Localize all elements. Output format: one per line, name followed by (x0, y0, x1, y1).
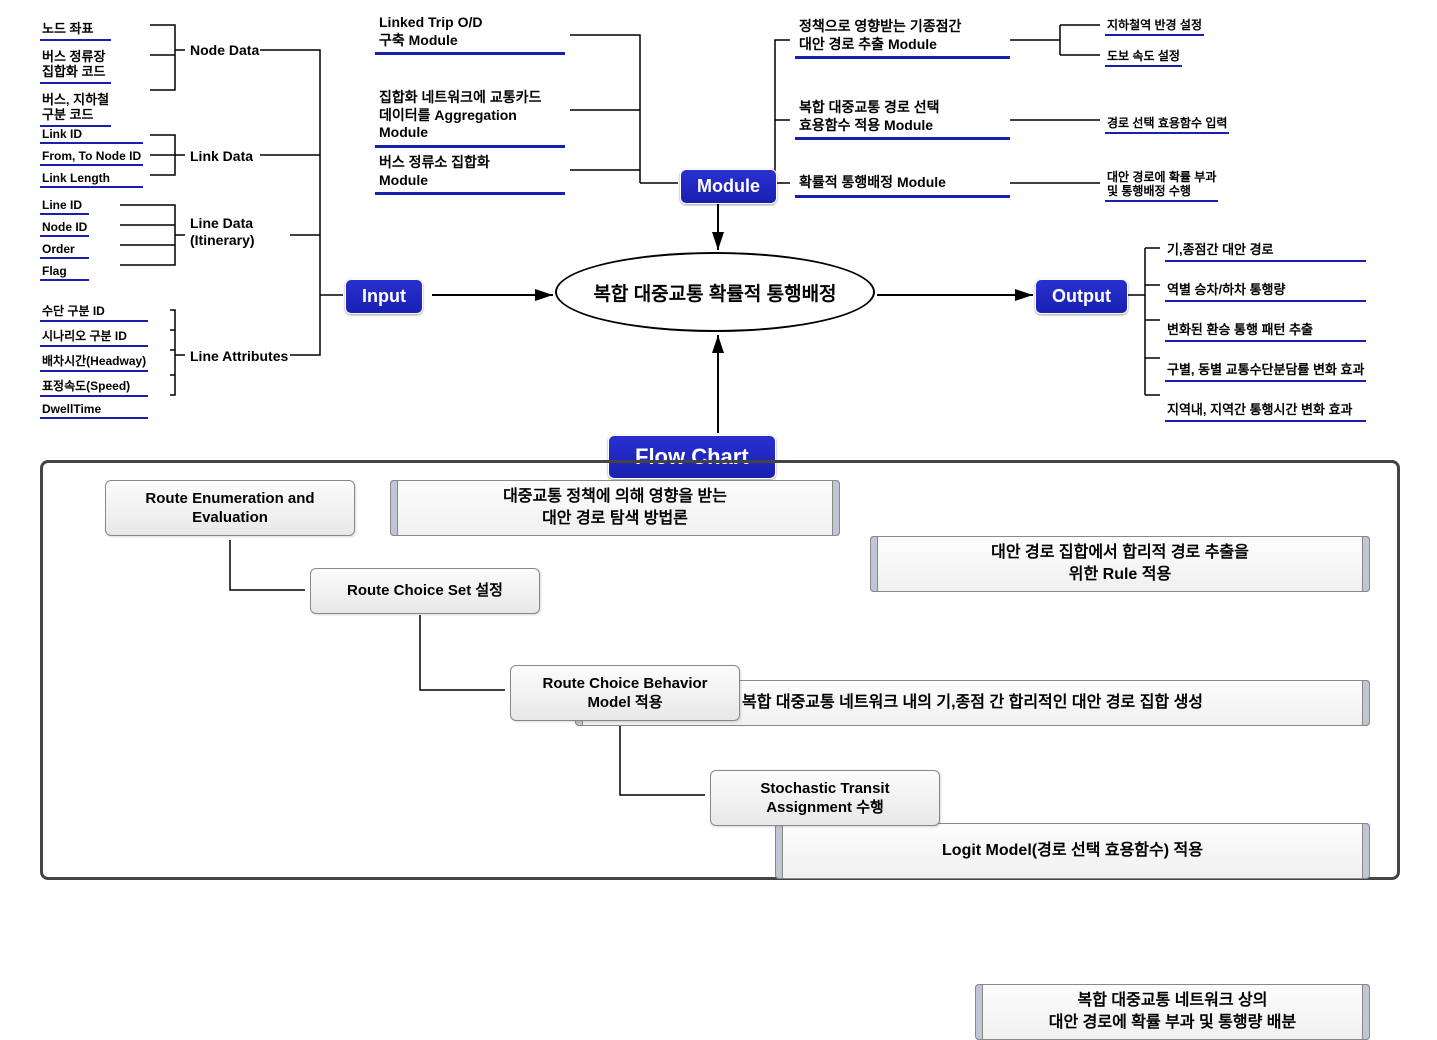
module-left-item: 집합화 네트워크에 교통카드 데이터를 Aggregation Module (375, 85, 565, 148)
input-item: Link ID (40, 125, 143, 144)
input-link-data-items: Link ID From, To Node ID Link Length (40, 125, 143, 188)
output-item: 기,종점간 대안 경로 (1165, 236, 1366, 262)
fc-step-desc: 대중교통 정책에 의해 영향을 받는 대안 경로 탐색 방법론 (390, 480, 840, 536)
output-item: 역별 승차/하차 통행량 (1165, 276, 1366, 302)
input-item: Flag (40, 262, 89, 281)
fc-step-box: Route Choice Set 설정 (310, 568, 540, 614)
module-sub-item: 대안 경로에 확률 부과 및 통행배정 수행 (1105, 168, 1218, 202)
fc-step-box: Route Choice Behavior Model 적용 (510, 665, 740, 721)
group-label-line-attr: Line Attributes (190, 348, 288, 364)
fc-step-box: Route Enumeration and Evaluation (105, 480, 355, 536)
input-item: 버스, 지하철 구분 코드 (40, 90, 111, 127)
input-line-attr-items: 수단 구분 ID 시나리오 구분 ID 배차시간(Headway) 표정속도(S… (40, 300, 148, 419)
fc-step-desc: 대안 경로 집합에서 합리적 경로 추출을 위한 Rule 적용 (870, 536, 1370, 592)
center-ellipse: 복합 대중교통 확률적 통행배정 (555, 252, 875, 332)
group-label-link-data: Link Data (190, 148, 253, 164)
group-label-line-data: Line Data (Itinerary) (190, 215, 255, 249)
output-item: 지역내, 지역간 통행시간 변화 효과 (1165, 396, 1366, 422)
input-item: Order (40, 240, 89, 259)
module-sub-item: 지하철역 반경 설정 (1105, 14, 1204, 36)
center-title: 복합 대중교통 확률적 통행배정 (593, 279, 836, 306)
output-badge: Output (1035, 279, 1128, 314)
group-label-node-data: Node Data (190, 42, 259, 58)
input-line-data-items: Line ID Node ID Order Flag (40, 196, 89, 281)
module-left-item: Linked Trip O/D 구축 Module (375, 10, 565, 55)
module-right-item: 정책으로 영향받는 기종점간 대안 경로 추출 Module (795, 14, 1010, 59)
input-item: Node ID (40, 218, 89, 237)
module-sub-item: 도보 속도 설정 (1105, 45, 1182, 67)
module-left-item: 버스 정류소 집합화 Module (375, 150, 565, 195)
output-item: 변화된 환승 통행 패턴 추출 (1165, 316, 1366, 342)
input-node-data-items: 노드 좌표 버스 정류장 집합화 코드 버스, 지하철 구분 코드 (40, 15, 111, 127)
input-item: 배차시간(Headway) (40, 350, 148, 372)
input-item: 버스 정류장 집합화 코드 (40, 47, 111, 84)
fc-step-box: Stochastic Transit Assignment 수행 (710, 770, 940, 826)
fc-step-desc: 복합 대중교통 네트워크 상의 대안 경로에 확률 부과 및 통행량 배분 (975, 984, 1370, 1040)
input-item: DwellTime (40, 400, 148, 419)
input-item: 표정속도(Speed) (40, 375, 148, 397)
input-item: From, To Node ID (40, 147, 143, 166)
input-item: Link Length (40, 169, 143, 188)
input-badge: Input (345, 279, 423, 314)
module-badge: Module (680, 169, 777, 204)
input-item: 시나리오 구분 ID (40, 325, 148, 347)
input-item: 수단 구분 ID (40, 300, 148, 322)
module-sub-item: 경로 선택 효용함수 입력 (1105, 112, 1229, 134)
module-right-item: 복합 대중교통 경로 선택 효용함수 적용 Module (795, 95, 1010, 140)
output-item: 구별, 동별 교통수단분담률 변화 효과 (1165, 356, 1366, 382)
input-item: 노드 좌표 (40, 15, 111, 41)
output-items: 기,종점간 대안 경로 역별 승차/하차 통행량 변화된 환승 통행 패턴 추출… (1165, 236, 1366, 422)
input-item: Line ID (40, 196, 89, 215)
module-right-item: 확률적 통행배정 Module (795, 170, 1010, 198)
fc-step-desc: Logit Model(경로 선택 효용함수) 적용 (775, 823, 1370, 879)
